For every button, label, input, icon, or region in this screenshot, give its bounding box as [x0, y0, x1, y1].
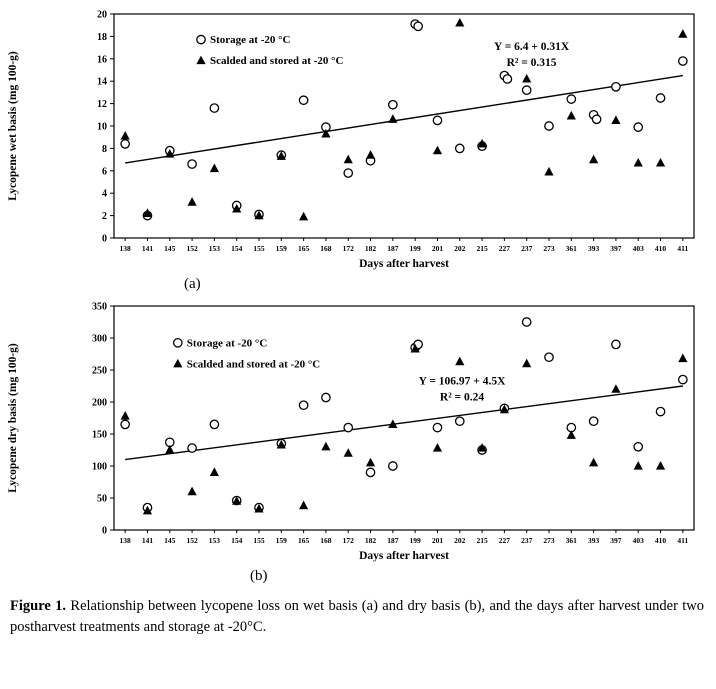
svg-text:152: 152	[186, 244, 198, 253]
figure-caption: Figure 1. Relationship between lycopene …	[2, 588, 714, 644]
svg-text:Scalded and stored at -20 °C: Scalded and stored at -20 °C	[187, 358, 321, 370]
svg-text:202: 202	[454, 536, 466, 545]
figure-caption-label: Figure 1.	[10, 598, 67, 614]
svg-text:2: 2	[102, 211, 107, 222]
svg-text:410: 410	[655, 536, 667, 545]
svg-text:Lycopene wet basis (mg 100-g): Lycopene wet basis (mg 100-g)	[7, 51, 19, 201]
figure-1: 0 2 4 6 8 10 12 14 16 18 20 138 141 145 152 153 154 155 15…	[2, 10, 714, 644]
svg-text:300: 300	[92, 334, 107, 345]
svg-text:237: 237	[521, 536, 533, 545]
svg-text:4: 4	[102, 189, 107, 200]
panel-label-a: (a)	[184, 276, 201, 292]
svg-text:153: 153	[209, 536, 221, 545]
svg-text:Storage at -20 °C: Storage at -20 °C	[210, 34, 291, 46]
svg-text:Lycopene dry basis (mg 100-g): Lycopene dry basis (mg 100-g)	[7, 343, 19, 493]
svg-text:138: 138	[120, 244, 132, 253]
panel-label-b: (b)	[250, 568, 268, 584]
svg-text:182: 182	[365, 244, 377, 253]
svg-text:0: 0	[102, 526, 107, 537]
svg-text:410: 410	[655, 244, 667, 253]
svg-text:141: 141	[142, 536, 154, 545]
svg-text:159: 159	[276, 244, 288, 253]
svg-text:12: 12	[97, 99, 107, 110]
svg-text:159: 159	[276, 536, 288, 545]
svg-text:100: 100	[92, 462, 107, 473]
svg-text:403: 403	[633, 244, 645, 253]
svg-text:168: 168	[320, 536, 332, 545]
svg-text:6: 6	[102, 166, 107, 177]
chart-a-wet-basis: 0 2 4 6 8 10 12 14 16 18 20 138 141 145 152 153 154 155 15…	[7, 10, 695, 270]
svg-text:201: 201	[432, 536, 444, 545]
svg-text:150: 150	[92, 430, 107, 441]
svg-text:215: 215	[476, 244, 488, 253]
svg-text:172: 172	[343, 244, 355, 253]
svg-text:411: 411	[677, 244, 688, 253]
svg-text:187: 187	[387, 536, 399, 545]
svg-text:250: 250	[92, 366, 107, 377]
chart-b-dry-basis: 0 50 100 150 200 250 300 350 138 141 145 152 153 154 1…	[7, 302, 695, 562]
svg-text:165: 165	[298, 244, 310, 253]
svg-text:199: 199	[410, 536, 422, 545]
svg-text:273: 273	[543, 536, 555, 545]
svg-text:155: 155	[253, 536, 265, 545]
svg-text:145: 145	[164, 536, 176, 545]
svg-text:201: 201	[432, 244, 444, 253]
svg-text:182: 182	[365, 536, 377, 545]
svg-text:R² = 0.315: R² = 0.315	[507, 57, 557, 69]
svg-text:411: 411	[677, 536, 688, 545]
svg-text:227: 227	[499, 536, 511, 545]
svg-text:155: 155	[253, 244, 265, 253]
svg-text:227: 227	[499, 244, 511, 253]
svg-text:154: 154	[231, 536, 243, 545]
svg-text:172: 172	[343, 536, 355, 545]
svg-text:154: 154	[231, 244, 243, 253]
svg-text:393: 393	[588, 536, 600, 545]
svg-text:Days after harvest: Days after harvest	[359, 258, 449, 270]
svg-text:165: 165	[298, 536, 310, 545]
svg-text:20: 20	[97, 10, 107, 21]
svg-text:141: 141	[142, 244, 154, 253]
svg-text:R² = 0.24: R² = 0.24	[440, 391, 484, 403]
svg-text:397: 397	[610, 536, 622, 545]
svg-text:215: 215	[476, 536, 488, 545]
svg-text:397: 397	[610, 244, 622, 253]
svg-text:361: 361	[566, 536, 578, 545]
svg-text:Y = 6.4 + 0.31X: Y = 6.4 + 0.31X	[494, 41, 570, 53]
svg-text:8: 8	[102, 144, 107, 155]
svg-text:153: 153	[209, 244, 221, 253]
svg-text:237: 237	[521, 244, 533, 253]
svg-text:168: 168	[320, 244, 332, 253]
svg-text:403: 403	[633, 536, 645, 545]
svg-text:350: 350	[92, 302, 107, 313]
svg-text:202: 202	[454, 244, 466, 253]
svg-text:273: 273	[543, 244, 555, 253]
svg-text:Storage at -20 °C: Storage at -20 °C	[187, 337, 268, 349]
svg-text:187: 187	[387, 244, 399, 253]
figure-caption-text: Relationship between lycopene loss on we…	[10, 598, 704, 636]
svg-text:152: 152	[186, 536, 198, 545]
svg-text:Scalded and stored at -20 °C: Scalded and stored at -20 °C	[210, 55, 344, 67]
svg-text:393: 393	[588, 244, 600, 253]
svg-text:16: 16	[97, 54, 107, 65]
svg-text:50: 50	[97, 494, 107, 505]
svg-text:199: 199	[410, 244, 422, 253]
svg-text:Days after harvest: Days after harvest	[359, 550, 449, 562]
svg-text:18: 18	[97, 32, 107, 43]
svg-text:10: 10	[97, 122, 107, 133]
svg-text:200: 200	[92, 398, 107, 409]
svg-text:361: 361	[566, 244, 578, 253]
svg-text:138: 138	[120, 536, 132, 545]
svg-text:0: 0	[102, 234, 107, 245]
svg-text:14: 14	[97, 77, 107, 88]
svg-text:145: 145	[164, 244, 176, 253]
svg-text:Y = 106.97 + 4.5X: Y = 106.97 + 4.5X	[419, 375, 506, 387]
